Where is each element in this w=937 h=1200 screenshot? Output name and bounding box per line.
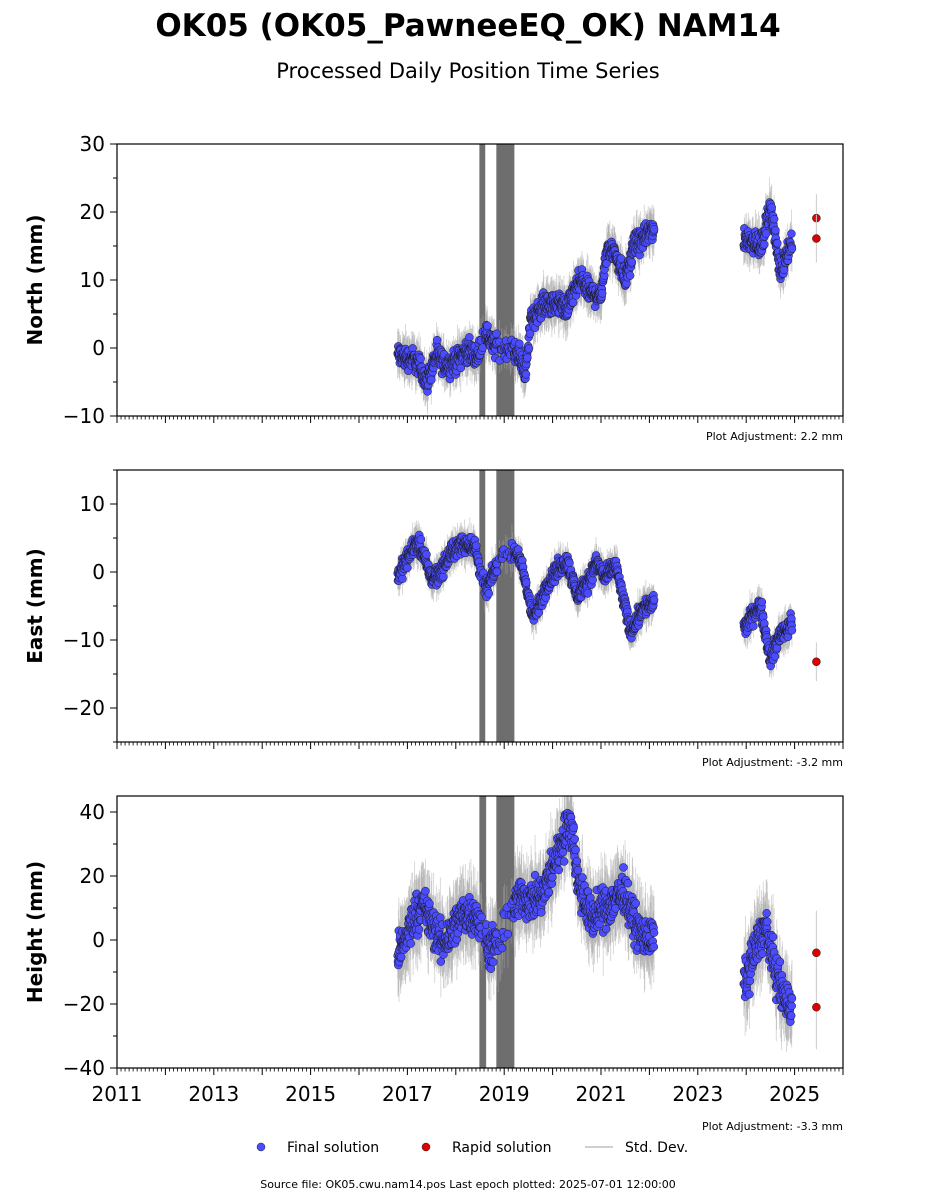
final-point xyxy=(398,574,407,584)
final-point xyxy=(523,353,532,363)
final-point xyxy=(767,203,776,212)
final-point xyxy=(515,339,524,349)
final-point xyxy=(769,214,779,224)
y-axis-label: East (mm) xyxy=(23,548,47,664)
rapid-point xyxy=(812,657,821,667)
final-point xyxy=(422,550,431,559)
final-point xyxy=(565,558,574,568)
final-point xyxy=(787,244,797,254)
final-point xyxy=(649,225,659,234)
final-point xyxy=(770,652,780,661)
y-tick-label: −10 xyxy=(63,628,105,652)
y-tick-label: −10 xyxy=(63,404,105,428)
final-point xyxy=(627,257,636,267)
final-point xyxy=(524,344,534,353)
plot-adjustment: Plot Adjustment: 2.2 mm xyxy=(706,430,843,443)
final-point xyxy=(484,589,494,598)
final-point xyxy=(761,229,771,238)
y-tick-label: 0 xyxy=(92,336,105,360)
final-point xyxy=(588,575,597,585)
final-point xyxy=(773,238,782,248)
y-tick-label: 0 xyxy=(92,560,105,584)
final-point xyxy=(787,229,796,239)
final-point xyxy=(427,375,436,385)
figure-subtitle: Processed Daily Position Time Series xyxy=(276,59,660,83)
y-axis-label: North (mm) xyxy=(23,214,47,345)
final-point xyxy=(525,329,535,338)
final-point xyxy=(649,595,659,605)
final-point xyxy=(779,265,789,275)
figure-title: OK05 (OK05_PawneeEQ_OK) NAM14 xyxy=(155,8,780,44)
final-point xyxy=(771,226,780,235)
final-point xyxy=(403,563,412,573)
plot-area xyxy=(393,144,821,416)
final-point xyxy=(416,354,425,363)
y-tick-label: 10 xyxy=(80,268,105,292)
final-point xyxy=(471,541,481,550)
panels: −10 0 10 20 30 North (mm) Plot Adjustment: 2.2… xyxy=(23,132,844,1133)
panel-1: −10 0 10 20 30 North (mm) Plot Adjustment: 2.2… xyxy=(23,132,844,443)
final-point xyxy=(522,578,531,587)
final-point xyxy=(787,626,797,635)
y-tick-label: 30 xyxy=(80,132,105,156)
final-point xyxy=(438,572,448,581)
final-point xyxy=(757,597,767,607)
final-point xyxy=(492,329,501,338)
y-tick-label: −20 xyxy=(63,696,105,720)
final-point xyxy=(416,535,426,544)
final-point xyxy=(465,333,474,342)
final-point xyxy=(568,298,578,307)
final-point xyxy=(492,567,502,577)
final-point xyxy=(432,335,442,345)
final-point xyxy=(749,621,758,631)
final-point xyxy=(760,240,769,249)
panel-2: −20 −10 0 10 East (mm) Plot Adjustment: -3.2 … xyxy=(23,469,844,769)
final-point xyxy=(597,289,607,298)
final-point xyxy=(583,589,593,598)
final-point xyxy=(616,254,626,263)
final-point xyxy=(602,259,611,268)
final-point xyxy=(483,321,492,330)
y-tick-label: 10 xyxy=(80,492,105,516)
plot-adjustment: Plot Adjustment: -3.2 mm xyxy=(702,756,843,769)
final-point xyxy=(625,271,635,280)
plot-area xyxy=(393,470,821,742)
y-tick-label: 20 xyxy=(80,200,105,224)
rapid-point xyxy=(812,234,821,243)
plot-area xyxy=(393,796,821,1068)
final-point xyxy=(521,370,531,379)
final-point xyxy=(760,619,769,628)
